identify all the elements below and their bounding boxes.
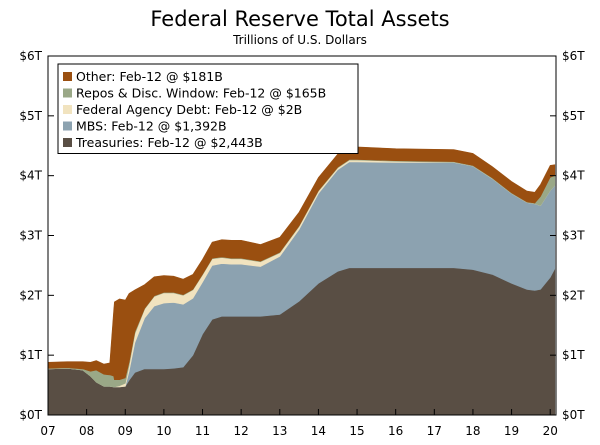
y-tick-label-left: $5T xyxy=(19,109,42,123)
y-tick-label-left: $1T xyxy=(19,348,42,362)
legend-swatch xyxy=(63,72,72,81)
x-tick-label: 18 xyxy=(465,424,480,438)
x-tick-label: 08 xyxy=(79,424,94,438)
legend-label: Other: Feb-12 @ $181B xyxy=(76,69,223,84)
legend-label: Treasuries: Feb-12 @ $2,443B xyxy=(75,135,263,150)
y-tick-label-right: $6T xyxy=(562,49,585,63)
y-axis-right: $0T $1T $2T $3T $4T $5T $6T xyxy=(550,49,585,422)
legend-box xyxy=(57,63,359,154)
y-axis-left: $0T $1T $2T $3T $4T $5T $6T xyxy=(19,49,54,422)
x-tick-label: 10 xyxy=(156,424,171,438)
x-tick-label: 11 xyxy=(195,424,210,438)
y-tick-label-right: $3T xyxy=(562,229,585,243)
x-tick-label: 13 xyxy=(272,424,287,438)
legend: Other: Feb-12 @ $181B Repos & Disc. Windo… xyxy=(57,63,359,154)
y-tick-label-left: $0T xyxy=(19,408,42,422)
y-tick-label-right: $0T xyxy=(562,408,585,422)
x-tick-label: 20 xyxy=(543,424,558,438)
y-tick-label-left: $4T xyxy=(19,169,42,183)
y-tick-label-right: $2T xyxy=(562,288,585,302)
x-tick-label: 17 xyxy=(427,424,442,438)
y-tick-label-right: $5T xyxy=(562,109,585,123)
x-axis: 07 08 09 10 11 12 13 14 15 16 17 18 19 20 xyxy=(40,409,558,438)
legend-swatch xyxy=(63,121,72,131)
y-tick-label-right: $1T xyxy=(562,348,585,362)
y-tick-label-left: $3T xyxy=(19,229,42,243)
legend-swatch xyxy=(63,105,72,114)
chart-subtitle: Trillions of U.S. Dollars xyxy=(233,33,367,47)
x-tick-label: 07 xyxy=(40,424,55,438)
y-tick-label-left: $2T xyxy=(19,288,42,302)
stacked-areas xyxy=(47,145,556,416)
x-tick-label: 16 xyxy=(388,424,403,438)
legend-swatch xyxy=(63,138,72,147)
legend-label: Repos & Disc. Window: Feb-12 @ $165B xyxy=(76,86,326,101)
legend-swatch xyxy=(63,88,72,98)
legend-label: MBS: Feb-12 @ $1,392B xyxy=(76,119,227,134)
x-tick-label: 09 xyxy=(118,424,133,438)
x-tick-label: 15 xyxy=(349,424,364,438)
chart-title: Federal Reserve Total Assets xyxy=(150,7,450,31)
y-tick-label-right: $4T xyxy=(562,169,585,183)
y-tick-label-left: $6T xyxy=(19,49,42,63)
x-tick-label: 14 xyxy=(311,424,326,438)
legend-label: Federal Agency Debt: Feb-12 @ $2B xyxy=(76,102,302,117)
x-tick-label: 12 xyxy=(234,424,249,438)
x-tick-label: 19 xyxy=(504,424,519,438)
